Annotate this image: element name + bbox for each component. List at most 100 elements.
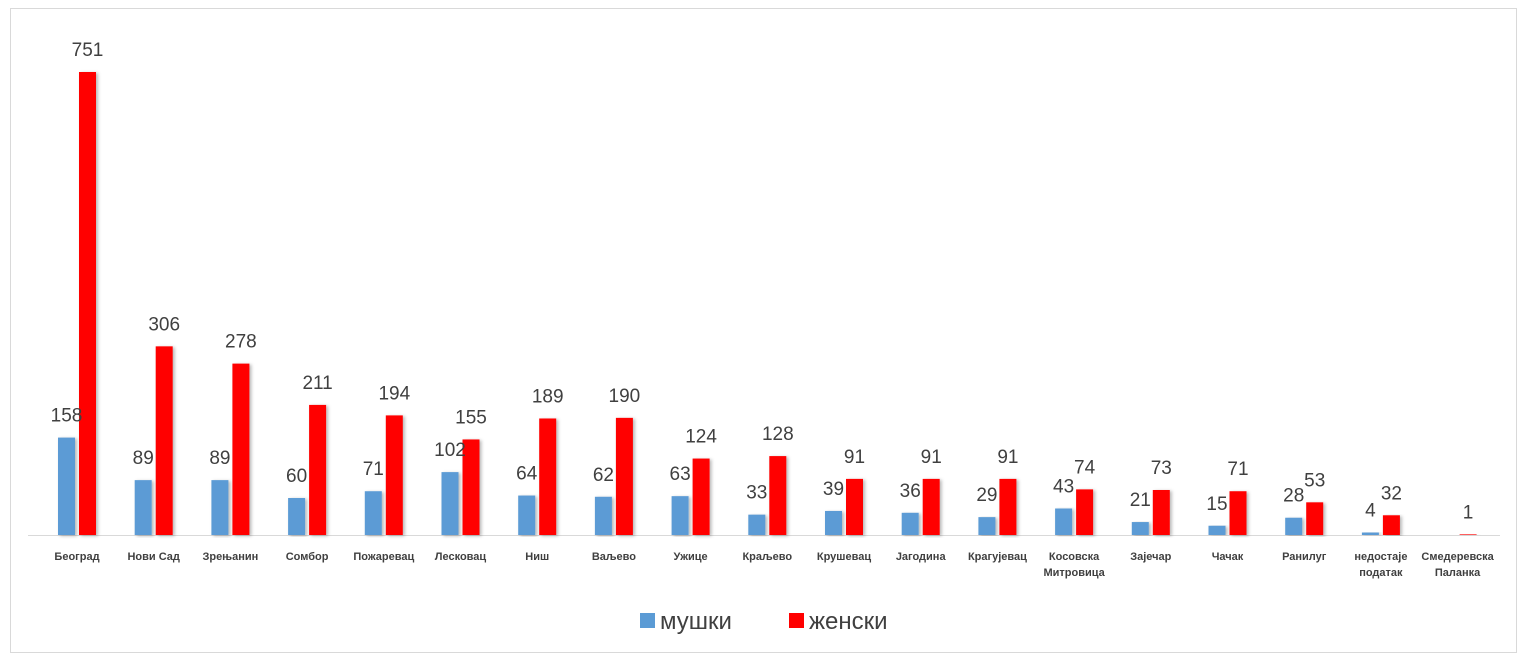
category-label-1: Нови Сад xyxy=(127,551,179,563)
bar-female-15 xyxy=(1229,491,1247,535)
legend: мушки женски xyxy=(640,608,888,635)
value-label-male-14: 21 xyxy=(1130,490,1151,511)
value-label-female-15: 71 xyxy=(1227,459,1248,480)
value-label-female-8: 124 xyxy=(685,427,717,448)
value-label-female-10: 91 xyxy=(844,447,865,468)
bar-female-1 xyxy=(155,346,173,535)
category-label-10: Крушевац xyxy=(817,551,871,563)
category-label-16: Ранилуг xyxy=(1282,551,1327,563)
category-label-0: Београд xyxy=(54,551,99,563)
value-label-male-9: 33 xyxy=(746,483,767,504)
value-label-female-4: 194 xyxy=(378,383,410,404)
bar-female-4 xyxy=(385,415,403,535)
value-label-female-7: 190 xyxy=(609,386,641,407)
category-label-11: Јагодина xyxy=(896,551,947,563)
value-label-female-14: 73 xyxy=(1151,458,1172,479)
bar-male-9 xyxy=(748,514,766,535)
value-label-female-17: 32 xyxy=(1381,483,1402,504)
category-label-2: Зрењанин xyxy=(202,551,258,563)
value-label-female-5: 155 xyxy=(455,407,487,428)
bar-female-8 xyxy=(692,458,710,535)
value-label-male-16: 28 xyxy=(1283,486,1304,507)
bar-female-11 xyxy=(922,478,940,535)
legend-label-male: мушки xyxy=(660,608,732,635)
category-label-17: недостаје xyxy=(1354,551,1407,563)
value-label-male-4: 71 xyxy=(363,459,384,480)
category-label-17-line2: податак xyxy=(1359,567,1403,579)
value-label-female-0: 751 xyxy=(72,40,104,61)
bar-male-4 xyxy=(364,491,382,535)
category-label-13-line2: Митровица xyxy=(1043,567,1105,579)
value-label-male-0: 158 xyxy=(51,406,83,427)
bar-male-7 xyxy=(594,496,612,535)
bar-male-8 xyxy=(671,496,689,535)
bar-female-17 xyxy=(1382,515,1400,535)
value-label-female-9: 128 xyxy=(762,424,794,445)
bar-female-5 xyxy=(462,439,480,535)
category-label-9: Краљево xyxy=(742,551,792,563)
category-label-15: Чачак xyxy=(1212,551,1244,563)
bar-male-0 xyxy=(58,437,75,535)
category-label-7: Ваљево xyxy=(592,551,636,563)
bar-male-16 xyxy=(1285,517,1303,535)
bar-male-11 xyxy=(901,512,919,535)
value-label-female-11: 91 xyxy=(921,447,942,468)
value-label-female-18: 1 xyxy=(1463,502,1474,523)
bar-female-0 xyxy=(79,72,96,535)
bar-male-12 xyxy=(978,517,996,535)
bar-female-2 xyxy=(232,363,250,535)
bar-male-14 xyxy=(1131,522,1149,535)
bar-female-13 xyxy=(1076,489,1094,535)
category-label-12: Крагујевац xyxy=(968,551,1027,563)
bar-female-12 xyxy=(999,478,1017,535)
value-labels: 1587518930689278602117119410215564189621… xyxy=(51,40,1474,523)
bar-male-10 xyxy=(825,510,842,535)
value-label-male-10: 39 xyxy=(823,479,844,500)
value-label-male-6: 64 xyxy=(516,464,538,485)
value-label-female-2: 278 xyxy=(225,332,257,353)
value-label-female-3: 211 xyxy=(302,373,332,394)
bar-male-5 xyxy=(441,472,459,535)
value-label-male-11: 36 xyxy=(900,481,921,502)
category-labels: Београд Нови Сад Зрењанин Сомбор Пожаревац Ле… xyxy=(54,551,1494,579)
value-label-male-13: 43 xyxy=(1053,476,1074,497)
bar-female-6 xyxy=(539,418,557,535)
bar-male-6 xyxy=(518,495,536,535)
category-label-6: Ниш xyxy=(525,551,549,563)
bar-male-13 xyxy=(1055,508,1073,535)
value-label-male-7: 62 xyxy=(593,465,614,486)
bar-female-9 xyxy=(769,456,787,535)
bar-female-16 xyxy=(1306,502,1324,535)
bars xyxy=(58,72,1477,535)
category-label-18: Смедеревска xyxy=(1421,551,1494,563)
value-label-male-17: 4 xyxy=(1365,501,1376,522)
bar-female-18 xyxy=(1459,534,1477,535)
value-label-female-6: 189 xyxy=(532,386,564,407)
bar-female-3 xyxy=(309,404,327,535)
value-label-female-1: 306 xyxy=(148,314,180,335)
category-label-8: Ужице xyxy=(674,551,708,563)
value-label-male-15: 15 xyxy=(1206,494,1227,515)
category-label-13: Косовска xyxy=(1049,551,1100,563)
category-label-14: Зајечар xyxy=(1130,551,1171,563)
bar-female-14 xyxy=(1152,489,1170,535)
value-label-female-13: 74 xyxy=(1074,457,1096,478)
value-label-male-3: 60 xyxy=(286,466,307,487)
category-label-5: Лесковац xyxy=(435,551,487,563)
value-label-female-12: 91 xyxy=(997,447,1018,468)
bar-male-3 xyxy=(288,498,306,535)
bar-female-10 xyxy=(846,478,863,535)
bar-male-2 xyxy=(211,480,229,535)
legend-swatch-male xyxy=(640,613,655,628)
value-label-male-8: 63 xyxy=(670,464,691,485)
category-label-4: Пожаревац xyxy=(353,551,414,563)
bar-male-15 xyxy=(1208,525,1226,535)
bar-female-7 xyxy=(615,417,633,535)
bar-male-17 xyxy=(1361,532,1379,535)
bar-male-1 xyxy=(134,480,152,535)
chart-frame xyxy=(10,8,1517,653)
value-label-male-1: 89 xyxy=(133,448,154,469)
value-label-male-5: 102 xyxy=(434,440,466,461)
value-label-male-12: 29 xyxy=(976,485,997,506)
